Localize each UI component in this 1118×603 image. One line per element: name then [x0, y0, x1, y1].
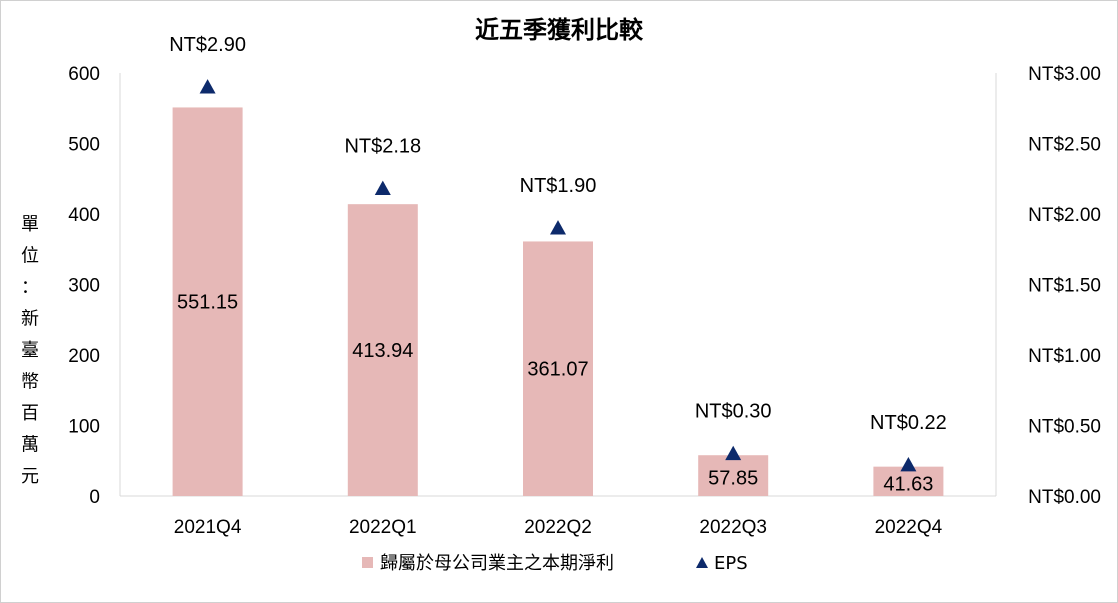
x-tick-label: 2022Q1	[349, 517, 417, 538]
y-axis-label-char: ：	[21, 277, 39, 298]
y-axis-label-char: 位	[21, 246, 39, 267]
eps-marker	[374, 180, 391, 196]
y2-tick-label: NT$1.50	[1028, 276, 1101, 297]
bar-data-labels: 551.15 413.94 361.07 57.85 41.63	[177, 292, 933, 496]
eps-marker	[725, 445, 742, 461]
y2-tick-label: NT$0.00	[1028, 487, 1101, 508]
y2-tick-label: NT$2.00	[1028, 205, 1101, 226]
x-axis-categories: 2021Q4 2022Q1 2022Q2 2022Q3 2022Q4	[174, 517, 943, 538]
bar-series	[172, 107, 944, 497]
legend-label-bar: 歸屬於母公司業主之本期淨利	[380, 553, 614, 574]
y2-tick-label: NT$1.00	[1028, 346, 1101, 367]
eps-data-label: NT$0.22	[870, 412, 947, 434]
y-axis-label-char: 新	[21, 309, 39, 330]
y-axis-label-char: 百	[21, 403, 39, 424]
bar-data-label: 413.94	[352, 340, 413, 362]
y2-tick-label: NT$0.50	[1028, 417, 1101, 438]
y-axis-label-char: 萬	[21, 435, 39, 456]
y-axis-label-char: 臺	[21, 340, 39, 361]
eps-data-labels: NT$2.90 NT$2.18 NT$1.90 NT$0.30 NT$0.22	[169, 34, 947, 434]
y2-tick-label: NT$2.50	[1028, 135, 1101, 156]
x-tick-label: 2021Q4	[174, 517, 242, 538]
x-tick-label: 2022Q2	[524, 517, 592, 538]
x-tick-label: 2022Q4	[875, 517, 943, 538]
eps-data-label: NT$2.90	[169, 34, 246, 56]
x-tick-label: 2022Q3	[699, 517, 767, 538]
bar-data-label: 41.63	[883, 473, 933, 495]
eps-marker	[199, 79, 216, 94]
eps-data-label: NT$2.18	[344, 136, 421, 158]
eps-marker-series	[199, 79, 917, 472]
legend-swatch-eps	[696, 557, 708, 568]
bar	[523, 241, 593, 496]
bar-data-label: 57.85	[708, 468, 758, 490]
legend-swatch-bar	[362, 557, 373, 568]
y-tick-label: 0	[89, 487, 100, 508]
eps-marker	[550, 220, 566, 235]
chart-title: 近五季獲利比較	[475, 16, 644, 44]
bar	[698, 455, 769, 496]
bar-data-label: 551.15	[177, 292, 238, 314]
y-tick-label: 400	[68, 205, 100, 226]
bar-data-label: 361.07	[527, 359, 588, 381]
y-tick-label: 300	[68, 276, 100, 297]
legend: 歸屬於母公司業主之本期淨利 EPS	[362, 553, 748, 574]
y-axis-label-char: 單	[21, 214, 39, 235]
eps-marker	[900, 456, 917, 472]
legend-label-eps: EPS	[714, 553, 748, 574]
y2-tick-label: NT$3.00	[1028, 64, 1101, 85]
y-tick-label: 500	[68, 135, 100, 156]
y-axis-left-ticks: 0 100 200 300 400 500 600	[68, 64, 100, 508]
bar	[873, 466, 944, 496]
bar	[172, 107, 243, 497]
y-axis-right-ticks: NT$0.00 NT$0.50 NT$1.00 NT$1.50 NT$2.00 NT$2.…	[1028, 64, 1101, 508]
eps-data-label: NT$0.30	[695, 401, 772, 423]
y-axis-label-char: 元	[21, 466, 39, 487]
y-axis-label-char: 幣	[21, 372, 39, 393]
y-tick-label: 200	[68, 346, 100, 367]
eps-data-label: NT$1.90	[520, 175, 597, 197]
y-tick-label: 100	[68, 417, 100, 438]
bar	[347, 204, 418, 496]
y-tick-label: 600	[68, 64, 100, 85]
